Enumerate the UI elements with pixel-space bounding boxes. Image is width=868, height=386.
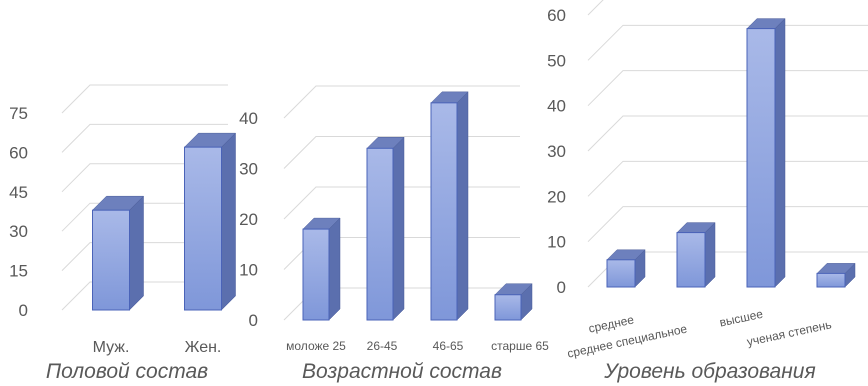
age-chart: 0 10 20 30 40 моложе 25 26-45 46-65 старше 65 Воз…: [239, 85, 549, 383]
bar: [676, 221, 716, 288]
gridline: [61, 281, 228, 311]
y-tick-label: 30: [9, 222, 28, 241]
bar-front: [816, 272, 846, 288]
y-tick-label: 10: [239, 261, 258, 280]
chart-title: Половой состав: [46, 360, 208, 383]
bar-front: [746, 28, 776, 288]
y-tick-label: 15: [9, 262, 28, 281]
chart-title: Возрастной состав: [302, 360, 502, 383]
y-tick-label: 50: [547, 51, 566, 70]
category-label: высшее: [718, 307, 764, 330]
y-tick-label: 20: [239, 210, 258, 229]
gridline: [587, 115, 868, 152]
bar: [91, 195, 145, 311]
bar-front: [494, 294, 522, 321]
category-label: 26-45: [367, 339, 398, 353]
bar-front: [302, 228, 330, 321]
category-label: ученая степень: [746, 317, 833, 349]
bar: [366, 136, 405, 321]
y-tick-label: 0: [557, 278, 566, 297]
y-tick-label: 45: [9, 183, 28, 202]
gridline: [587, 0, 604, 16]
y-tick-label: 40: [239, 109, 258, 128]
category-label: старше 65: [491, 339, 549, 353]
gridline: [587, 24, 868, 61]
bar-side: [456, 91, 469, 321]
y-tick-label: 60: [9, 143, 28, 162]
gridline: [61, 163, 228, 193]
y-tick-label: 60: [547, 6, 566, 25]
category-label: среднее: [587, 312, 635, 335]
bar-front: [184, 146, 222, 311]
bar: [606, 249, 646, 288]
bar-front: [92, 209, 130, 311]
gridline: [587, 70, 868, 107]
y-tick-label: 10: [547, 233, 566, 252]
category-label: моложе 25: [286, 339, 346, 353]
bar-side: [328, 217, 341, 321]
bar-side: [221, 132, 236, 311]
category-label: Муж.: [93, 339, 130, 356]
category-label: Жен.: [185, 339, 222, 356]
bar-side: [129, 195, 144, 311]
bar-side: [704, 221, 716, 288]
chart-title: Уровень образования: [603, 360, 815, 383]
bar: [430, 91, 469, 321]
bar-front: [606, 259, 636, 288]
gridline: [61, 202, 228, 232]
gridline: [61, 242, 228, 271]
category-label: 46-65: [433, 339, 464, 353]
bar: [302, 217, 341, 321]
y-tick-label: 0: [19, 301, 28, 320]
y-tick-label: 20: [547, 187, 566, 206]
bar: [494, 283, 533, 321]
y-tick-label: 0: [249, 311, 258, 330]
bar-side: [392, 136, 405, 321]
gridline: [283, 85, 520, 119]
bar: [816, 262, 856, 288]
y-tick-label: 75: [9, 104, 28, 123]
gridline: [587, 160, 868, 197]
bar-front: [366, 147, 394, 321]
bar: [746, 17, 786, 288]
bar-front: [430, 102, 458, 321]
y-tick-label: 30: [547, 142, 566, 161]
y-tick-label: 30: [239, 160, 258, 179]
gender-chart: 0 15 30 45 60 75 Муж. Жен. Половой состав: [9, 84, 237, 383]
bar: [183, 132, 237, 311]
gridline: [61, 123, 228, 153]
gridline: [61, 84, 228, 114]
y-tick-label: 40: [547, 97, 566, 116]
bar-front: [676, 232, 706, 288]
gridline: [587, 206, 868, 243]
bar-side: [774, 17, 786, 288]
